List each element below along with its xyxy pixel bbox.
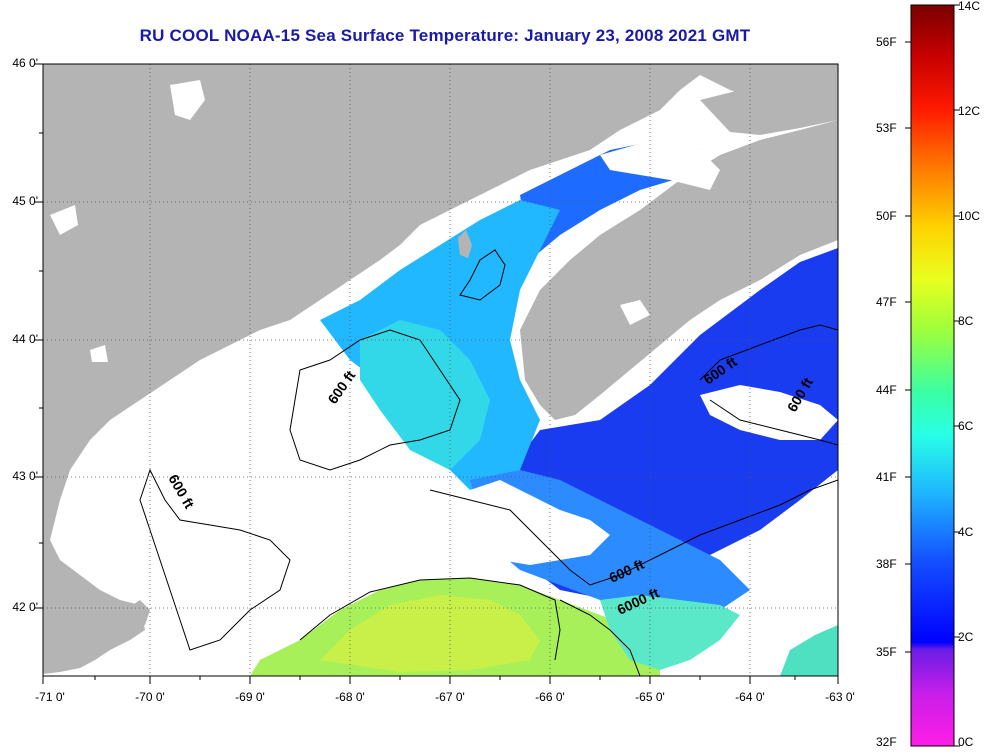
axis-ticks bbox=[35, 63, 839, 684]
cloud-patch bbox=[470, 480, 610, 565]
colorbar-f-label: 47F bbox=[876, 295, 897, 309]
colorbar-c-label: 10C bbox=[958, 209, 981, 223]
lon-tick-label: -64 0' bbox=[735, 690, 765, 704]
lat-tick-label: 43 0' bbox=[12, 469, 38, 483]
colorbar-c-label: 12C bbox=[958, 104, 981, 118]
land-cape-breton-top bbox=[700, 90, 838, 135]
contour-600ft-gulf bbox=[139, 468, 291, 651]
land-nodata bbox=[50, 205, 78, 235]
sst-region-georges-bank-center bbox=[320, 595, 540, 672]
lon-tick-label: -65 0' bbox=[635, 690, 665, 704]
colorbar-c-label: 14C bbox=[958, 0, 981, 13]
colorbar bbox=[910, 4, 955, 747]
colorbar-f-label: 38F bbox=[876, 557, 897, 571]
cloud-patch bbox=[43, 340, 340, 676]
land-nodata bbox=[90, 345, 108, 362]
lon-tick-label: -66 0' bbox=[535, 690, 565, 704]
contour-georges bbox=[299, 577, 561, 661]
colorbar-f-label: 53F bbox=[876, 121, 897, 135]
chart-title: RU COOL NOAA-15 Sea Surface Temperature:… bbox=[139, 26, 751, 45]
land-new-england bbox=[43, 64, 838, 674]
lat-tick-label: 45 0' bbox=[12, 194, 38, 208]
colorbar-f-label: 41F bbox=[876, 470, 897, 484]
land-nodata bbox=[620, 300, 650, 325]
colorbar-f-label: 56F bbox=[876, 35, 897, 49]
land-cape-cod bbox=[125, 600, 150, 628]
colorbar-c-label: 6C bbox=[958, 419, 974, 433]
colorbar-f-label: 35F bbox=[876, 645, 897, 659]
lon-tick-label: -69 0' bbox=[235, 690, 265, 704]
colorbar-c-label: 2C bbox=[958, 630, 974, 644]
colorbar-c-label: 0C bbox=[958, 735, 974, 749]
contour-600ft-east bbox=[699, 324, 838, 446]
lat-tick-label: 46 0' bbox=[12, 56, 38, 70]
colorbar-c-label: 8C bbox=[958, 314, 974, 328]
land-nova-scotia bbox=[520, 120, 838, 420]
graticule bbox=[43, 64, 838, 676]
land-nodata bbox=[600, 138, 720, 190]
minor-ticks bbox=[39, 132, 796, 680]
map-frame bbox=[42, 63, 839, 677]
contour-600ft-shelf bbox=[429, 479, 838, 586]
contour-600ft-inner bbox=[289, 329, 461, 471]
depth-contours bbox=[139, 249, 838, 676]
colorbar-ticks bbox=[905, 4, 960, 747]
colorbar-f-label: 32F bbox=[876, 735, 897, 749]
colorbar-c-label: 4C bbox=[958, 525, 974, 539]
contour-6000ft bbox=[559, 599, 641, 676]
lon-tick-label: -63 0' bbox=[825, 690, 855, 704]
sst-region-shelf-edge bbox=[600, 595, 740, 670]
sst-region-central-gulf bbox=[360, 320, 490, 470]
lon-tick-label: -71 0' bbox=[35, 690, 65, 704]
lon-tick-label: -68 0' bbox=[335, 690, 365, 704]
lat-tick-label: 44 0' bbox=[12, 332, 38, 346]
cloud-patch bbox=[700, 385, 838, 440]
island-grand-manan bbox=[458, 230, 472, 258]
lat-tick-label: 42 0' bbox=[12, 600, 38, 614]
contour-600ft-north bbox=[459, 249, 506, 301]
land-nodata bbox=[170, 80, 205, 120]
colorbar-f-label: 50F bbox=[876, 209, 897, 223]
colorbar-f-label: 44F bbox=[876, 383, 897, 397]
sst-region-south-east bbox=[780, 625, 838, 676]
lon-tick-label: -70 0' bbox=[135, 690, 165, 704]
lon-tick-label: -67 0' bbox=[435, 690, 465, 704]
